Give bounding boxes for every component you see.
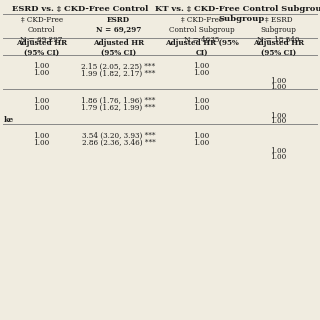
Text: 1.86 (1.76, 1.96) ***: 1.86 (1.76, 1.96) ***: [81, 97, 156, 105]
Text: ‡ ESRD
Subgroup
N = 18,540: ‡ ESRD Subgroup N = 18,540: [257, 16, 300, 44]
Text: 1.00: 1.00: [194, 139, 210, 147]
Text: 1.00: 1.00: [34, 62, 50, 70]
Text: 1.00: 1.00: [34, 104, 50, 112]
Text: Adjusted HR
(95% CI): Adjusted HR (95% CI): [16, 39, 67, 57]
Text: 1.00: 1.00: [270, 153, 286, 161]
Text: 1.99 (1.82, 2.17) ***: 1.99 (1.82, 2.17) ***: [81, 69, 156, 77]
Text: 2.15 (2.05, 2.25) ***: 2.15 (2.05, 2.25) ***: [81, 62, 156, 70]
Text: 1.00: 1.00: [34, 97, 50, 105]
Text: 1.00: 1.00: [270, 77, 286, 85]
Text: ESRD
N = 69,297: ESRD N = 69,297: [96, 16, 141, 34]
Text: 1.00: 1.00: [194, 69, 210, 77]
Text: 1.00: 1.00: [194, 97, 210, 105]
Text: 1.00: 1.00: [194, 62, 210, 70]
Text: 1.00: 1.00: [194, 132, 210, 140]
Text: 1.00: 1.00: [194, 104, 210, 112]
Text: 1.00: 1.00: [34, 69, 50, 77]
Text: 1.00: 1.00: [270, 147, 286, 155]
Text: 3.54 (3.20, 3.93) ***: 3.54 (3.20, 3.93) ***: [82, 132, 155, 140]
Text: 1.00: 1.00: [270, 83, 286, 91]
Text: 1.00: 1.00: [34, 132, 50, 140]
Text: ‡ CKD-Free
Control
N = 69,297: ‡ CKD-Free Control N = 69,297: [20, 16, 63, 44]
Text: 2.86 (2.36, 3.46) ***: 2.86 (2.36, 3.46) ***: [82, 139, 155, 147]
Text: 1.00: 1.00: [34, 139, 50, 147]
Text: Adjusted HR
(95% CI): Adjusted HR (95% CI): [93, 39, 144, 57]
Text: 1.79 (1.62, 1.99) ***: 1.79 (1.62, 1.99) ***: [81, 104, 156, 112]
Text: Adjusted HR
(95% CI): Adjusted HR (95% CI): [253, 39, 304, 57]
Text: KT vs. ‡ CKD-Free Control Subgroup
Subgroup: KT vs. ‡ CKD-Free Control Subgroup Subgr…: [155, 5, 320, 23]
Text: 1.00: 1.00: [270, 112, 286, 120]
Text: 1.00: 1.00: [270, 117, 286, 125]
Text: Adjusted HR (95%
CI): Adjusted HR (95% CI): [165, 39, 238, 57]
Text: ‡ CKD-Free
Control Subgroup
N = 4635: ‡ CKD-Free Control Subgroup N = 4635: [169, 16, 235, 44]
Text: ESRD vs. ‡ CKD-Free Control: ESRD vs. ‡ CKD-Free Control: [12, 5, 148, 13]
Text: ke: ke: [3, 116, 13, 124]
